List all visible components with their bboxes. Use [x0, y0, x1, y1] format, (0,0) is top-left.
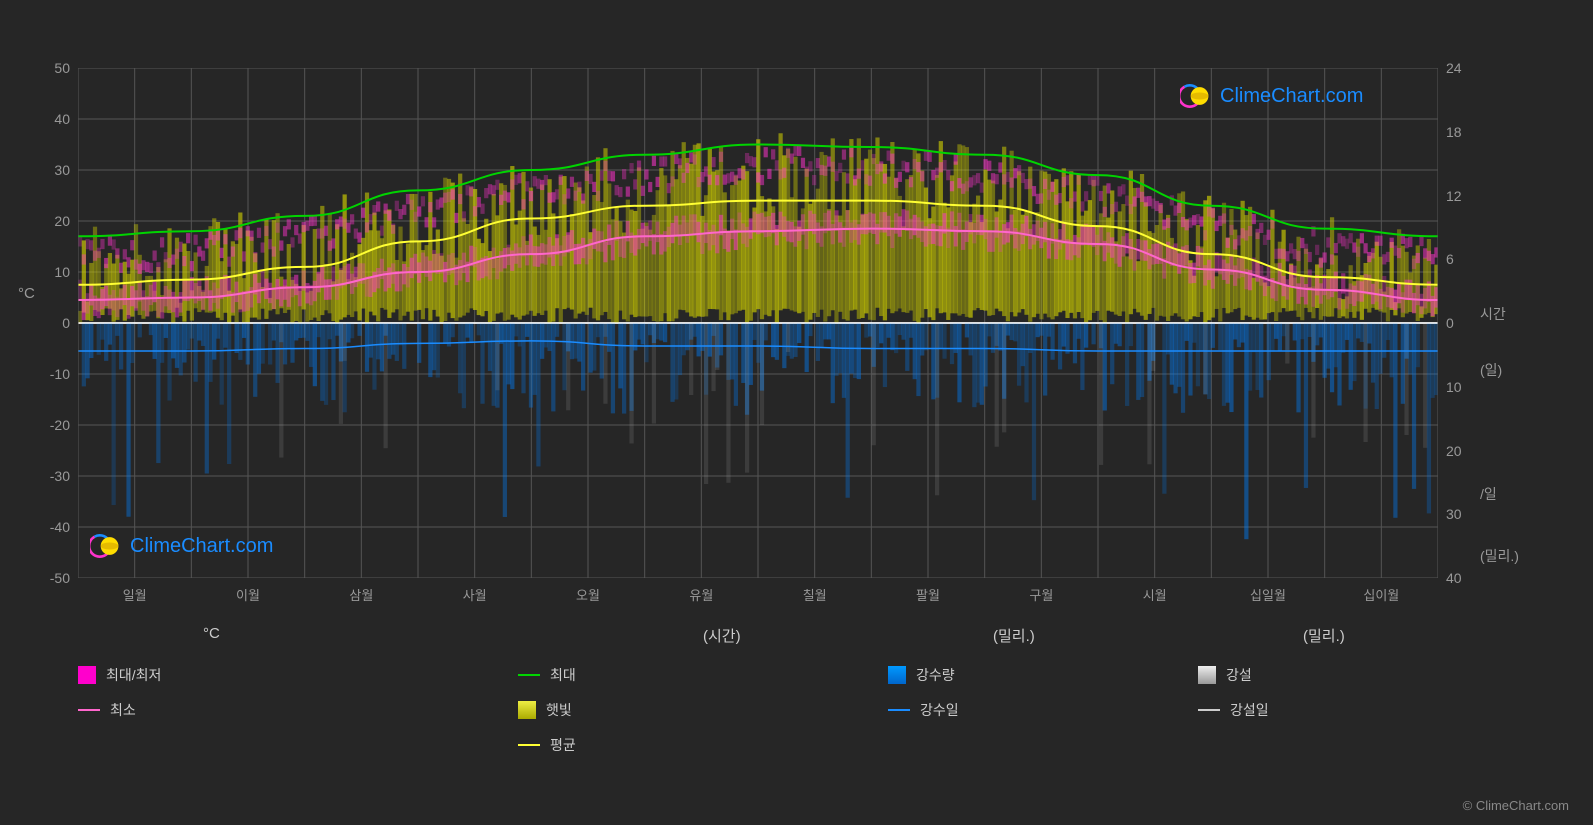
y-axis-right: 2418126010203040 [1438, 68, 1476, 578]
x-tick: 일월 [123, 585, 147, 604]
legend-label: 강수일 [920, 700, 959, 720]
legend-label: 햇빛 [546, 700, 572, 720]
legend-label: 최소 [110, 700, 136, 720]
y-tick-left: -30 [50, 468, 70, 484]
y-axis-right-label: (일) [1480, 360, 1502, 380]
legend-row-2: 최소 햇빛 강수일 강설일 [78, 700, 1438, 730]
x-tick: 유월 [689, 585, 713, 604]
y-tick-right: 12 [1446, 188, 1462, 204]
x-axis: 일월 이월 삼월 사월 오월 유월 칠월 팔월 구월 시월 십일월 십이월 [78, 585, 1438, 605]
legend-label: 평균 [550, 735, 576, 755]
legend-item: 강수일 [888, 700, 959, 720]
x-tick: 십일월 [1250, 585, 1286, 604]
legend-item: 강수량 [888, 665, 955, 685]
x-tick: 팔월 [916, 585, 940, 604]
y-tick-left: -20 [50, 417, 70, 433]
legend-swatch [518, 701, 536, 719]
legend-header-label: (시간) [703, 625, 741, 646]
legend-item: 평균 [518, 735, 576, 755]
legend-label: 최대/최저 [106, 665, 161, 685]
legend-swatch [1198, 666, 1216, 684]
y-tick-left: -50 [50, 570, 70, 586]
legend-header-label: °C [203, 625, 220, 642]
y-tick-right: 6 [1446, 251, 1454, 267]
legend-label: 강수량 [916, 665, 955, 685]
y-axis-right-label: (밀리.) [1480, 546, 1519, 566]
legend-row-1: 최대/최저 최대 강수량 강설 [78, 665, 1438, 695]
legend-item: 최대 [518, 665, 576, 685]
legend-swatch [518, 674, 540, 676]
y-tick-right: 10 [1446, 379, 1462, 395]
y-tick-left: -40 [50, 519, 70, 535]
y-tick-right: 0 [1446, 315, 1454, 331]
x-tick: 칠월 [803, 585, 827, 604]
x-tick: 시월 [1143, 585, 1167, 604]
y-tick-left: 40 [54, 111, 70, 127]
y-tick-left: 30 [54, 162, 70, 178]
y-tick-left: 10 [54, 264, 70, 280]
legend-item: 최소 [78, 700, 136, 720]
y-axis-left-label: °C [18, 285, 35, 302]
x-tick: 십이월 [1363, 585, 1399, 604]
legend-header-label: (밀리.) [1303, 625, 1345, 646]
x-tick: 사월 [463, 585, 487, 604]
y-tick-right: 30 [1446, 506, 1462, 522]
y-tick-left: -10 [50, 366, 70, 382]
y-tick-left: 20 [54, 213, 70, 229]
x-tick: 삼월 [349, 585, 373, 604]
legend-swatch [78, 709, 100, 711]
legend-row-3: 평균 [78, 735, 1438, 765]
legend-item: 강설 [1198, 665, 1252, 685]
legend-swatch [78, 666, 96, 684]
attribution-text: © ClimeChart.com [1463, 798, 1569, 813]
chart-plot-area [78, 68, 1438, 578]
y-tick-left: 0 [62, 315, 70, 331]
y-tick-right: 20 [1446, 443, 1462, 459]
watermark: ClimeChart.com [90, 530, 273, 562]
legend-swatch [888, 709, 910, 711]
legend-label: 최대 [550, 665, 576, 685]
legend-item: 강설일 [1198, 700, 1269, 720]
watermark-text: ClimeChart.com [130, 535, 273, 558]
y-tick-left: 50 [54, 60, 70, 76]
legend-item: 최대/최저 [78, 665, 161, 685]
y-tick-right: 24 [1446, 60, 1462, 76]
legend-label: 강설일 [1230, 700, 1269, 720]
y-axis-right-label: /일 [1480, 484, 1497, 504]
y-axis-left: 50403020100-10-20-30-40-50 [40, 68, 78, 578]
legend-item: 햇빛 [518, 700, 572, 720]
y-tick-right: 40 [1446, 570, 1462, 586]
legend-label: 강설 [1226, 665, 1252, 685]
x-tick: 구월 [1029, 585, 1053, 604]
watermark-text: ClimeChart.com [1220, 85, 1363, 108]
x-tick: 이월 [236, 585, 260, 604]
legend-header: °C (시간) (밀리.) (밀리.) [78, 625, 1438, 655]
legend-swatch [1198, 709, 1220, 711]
y-tick-right: 18 [1446, 124, 1462, 140]
x-tick: 오월 [576, 585, 600, 604]
watermark: ClimeChart.com [1180, 80, 1363, 112]
legend-header-label: (밀리.) [993, 625, 1035, 646]
legend-swatch [518, 744, 540, 746]
legend-swatch [888, 666, 906, 684]
y-axis-right-label: 시간 [1480, 304, 1506, 324]
